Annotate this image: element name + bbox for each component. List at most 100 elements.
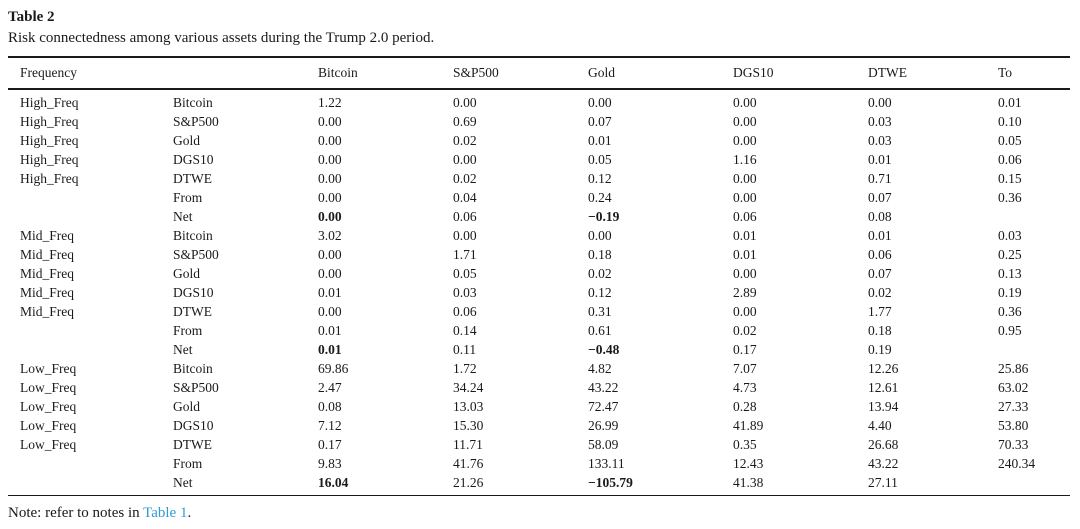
asset-cell: Gold xyxy=(173,399,200,414)
value-cell: 0.01 xyxy=(588,133,612,148)
value-cell: 1.71 xyxy=(453,247,477,262)
value-cell: 12.26 xyxy=(868,361,899,376)
table-row: Net 0.01 0.11 −0.48 0.17 0.19 xyxy=(8,340,1070,359)
value-cell: 0.00 xyxy=(588,228,612,243)
table-caption: Risk connectedness among various assets … xyxy=(8,30,435,46)
value-cell: 133.11 xyxy=(588,456,625,471)
value-cell: 1.77 xyxy=(868,304,892,319)
frequency-cell: High_Freq xyxy=(20,114,79,129)
value-cell: 21.26 xyxy=(453,475,484,490)
value-cell: 3.02 xyxy=(318,228,342,243)
value-cell: 26.68 xyxy=(868,437,899,452)
value-cell: 0.19 xyxy=(868,342,892,357)
table-row: High_Freq Gold 0.00 0.02 0.01 0.00 0.03 0.05 xyxy=(8,131,1070,150)
value-cell: 2.89 xyxy=(733,285,757,300)
value-cell: 0.00 xyxy=(733,114,757,129)
value-cell: 0.35 xyxy=(733,437,757,452)
table-row: Low_Freq Gold 0.08 13.03 72.47 0.28 13.94 27.33 xyxy=(8,397,1070,416)
value-cell: 0.02 xyxy=(588,266,612,281)
value-cell: 0.01 xyxy=(733,228,757,243)
table-label: Table 2 xyxy=(8,9,55,25)
value-cell: 0.00 xyxy=(453,228,477,243)
value-cell: 0.18 xyxy=(868,323,892,338)
value-cell: 0.06 xyxy=(868,247,892,262)
value-cell: 0.00 xyxy=(453,95,477,110)
column-header-s-p500: S&P500 xyxy=(453,65,499,80)
value-cell: 0.06 xyxy=(733,209,757,224)
value-cell: −0.48 xyxy=(588,342,620,357)
table-row: Low_Freq Bitcoin 69.86 1.72 4.82 7.07 12.26 25.… xyxy=(8,359,1070,378)
value-cell xyxy=(998,473,1070,496)
table-body: High_Freq Bitcoin 1.22 0.00 0.00 0.00 0.00 0.01… xyxy=(8,89,1070,496)
value-cell: 0.00 xyxy=(733,304,757,319)
value-cell: 25.86 xyxy=(998,361,1029,376)
value-cell: 0.17 xyxy=(733,342,757,357)
asset-cell: Gold xyxy=(173,133,200,148)
value-cell: 0.02 xyxy=(733,323,757,338)
value-cell: 0.07 xyxy=(868,190,892,205)
value-cell: 0.00 xyxy=(733,266,757,281)
value-cell: 0.05 xyxy=(588,152,612,167)
value-cell: 70.33 xyxy=(998,437,1029,452)
value-cell: 0.18 xyxy=(588,247,612,262)
table-row: Net 0.00 0.06 −0.19 0.06 0.08 xyxy=(8,207,1070,226)
value-cell: 11.71 xyxy=(453,437,483,452)
value-cell: 0.13 xyxy=(998,266,1022,281)
value-cell: 0.02 xyxy=(453,133,477,148)
value-cell: 43.22 xyxy=(868,456,899,471)
asset-cell: Net xyxy=(173,342,193,357)
asset-cell: S&P500 xyxy=(173,114,219,129)
value-cell: 0.02 xyxy=(868,285,892,300)
value-cell: 0.25 xyxy=(998,247,1022,262)
value-cell xyxy=(998,340,1070,359)
value-cell: 0.08 xyxy=(318,399,342,414)
asset-cell: DGS10 xyxy=(173,285,214,300)
frequency-cell: Mid_Freq xyxy=(20,247,74,262)
table-row: Mid_Freq Bitcoin 3.02 0.00 0.00 0.01 0.01 0.03 xyxy=(8,226,1070,245)
table-row: Low_Freq S&P500 2.47 34.24 43.22 4.73 12.61 63.… xyxy=(8,378,1070,397)
value-cell: 7.12 xyxy=(318,418,342,433)
value-cell: 0.95 xyxy=(998,323,1022,338)
frequency-cell: High_Freq xyxy=(20,95,79,110)
value-cell: 0.00 xyxy=(318,114,342,129)
value-cell: 0.01 xyxy=(868,152,892,167)
asset-cell: Gold xyxy=(173,266,200,281)
column-header-bitcoin: Bitcoin xyxy=(318,65,358,80)
value-cell: 0.69 xyxy=(453,114,477,129)
value-cell: 27.33 xyxy=(998,399,1029,414)
column-header-asset xyxy=(173,57,318,89)
asset-cell: From xyxy=(173,190,203,205)
frequency-cell: Low_Freq xyxy=(20,418,77,433)
value-cell: 0.01 xyxy=(998,95,1022,110)
value-cell: 0.07 xyxy=(588,114,612,129)
table-row: From 0.01 0.14 0.61 0.02 0.18 0.95 xyxy=(8,321,1070,340)
value-cell: 4.40 xyxy=(868,418,892,433)
value-cell: 0.04 xyxy=(453,190,477,205)
frequency-cell xyxy=(8,188,173,207)
value-cell: 0.08 xyxy=(868,209,892,224)
frequency-cell: High_Freq xyxy=(20,171,79,186)
value-cell: 0.00 xyxy=(318,152,342,167)
value-cell: 2.47 xyxy=(318,380,342,395)
column-header-dgs10: DGS10 xyxy=(733,65,774,80)
table-1-link[interactable]: Table 1 xyxy=(143,505,188,521)
value-cell: 0.05 xyxy=(998,133,1022,148)
asset-cell: Bitcoin xyxy=(173,361,213,376)
table-header: Frequency Bitcoin S&P500 Gold DGS10 DTWE To xyxy=(8,57,1070,89)
value-cell: 0.00 xyxy=(588,95,612,110)
value-cell: 0.12 xyxy=(588,171,612,186)
table-row: Mid_Freq DGS10 0.01 0.03 0.12 2.89 0.02 0.19 xyxy=(8,283,1070,302)
value-cell: 0.00 xyxy=(733,171,757,186)
frequency-cell: Mid_Freq xyxy=(20,285,74,300)
value-cell: 0.05 xyxy=(453,266,477,281)
column-header-dtwe: DTWE xyxy=(868,65,907,80)
value-cell: 12.61 xyxy=(868,380,899,395)
value-cell: 13.94 xyxy=(868,399,899,414)
frequency-cell xyxy=(8,473,173,496)
column-header-to: To xyxy=(998,65,1013,80)
value-cell: 0.01 xyxy=(733,247,757,262)
asset-cell: Net xyxy=(173,209,193,224)
asset-cell: S&P500 xyxy=(173,247,219,262)
value-cell: 0.28 xyxy=(733,399,757,414)
